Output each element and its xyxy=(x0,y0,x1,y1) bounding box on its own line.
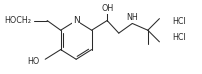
Text: HOCH₂: HOCH₂ xyxy=(5,16,32,25)
Text: NH: NH xyxy=(126,13,138,22)
Text: OH: OH xyxy=(101,4,113,13)
Text: HCl: HCl xyxy=(171,17,185,26)
Text: HCl: HCl xyxy=(171,32,185,42)
Text: HO: HO xyxy=(27,57,39,66)
Text: N: N xyxy=(73,16,79,25)
